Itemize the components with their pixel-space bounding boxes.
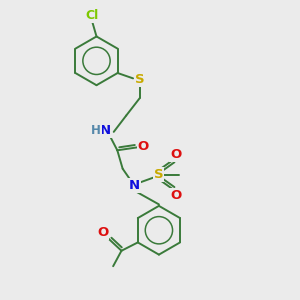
Text: H: H (91, 124, 101, 136)
Text: O: O (170, 189, 182, 202)
Text: N: N (128, 179, 140, 192)
Text: O: O (138, 140, 149, 153)
Text: O: O (97, 226, 108, 239)
Text: S: S (135, 74, 144, 86)
Text: S: S (154, 168, 164, 181)
Text: O: O (170, 148, 182, 161)
Text: Cl: Cl (85, 9, 99, 22)
Text: N: N (100, 124, 111, 136)
